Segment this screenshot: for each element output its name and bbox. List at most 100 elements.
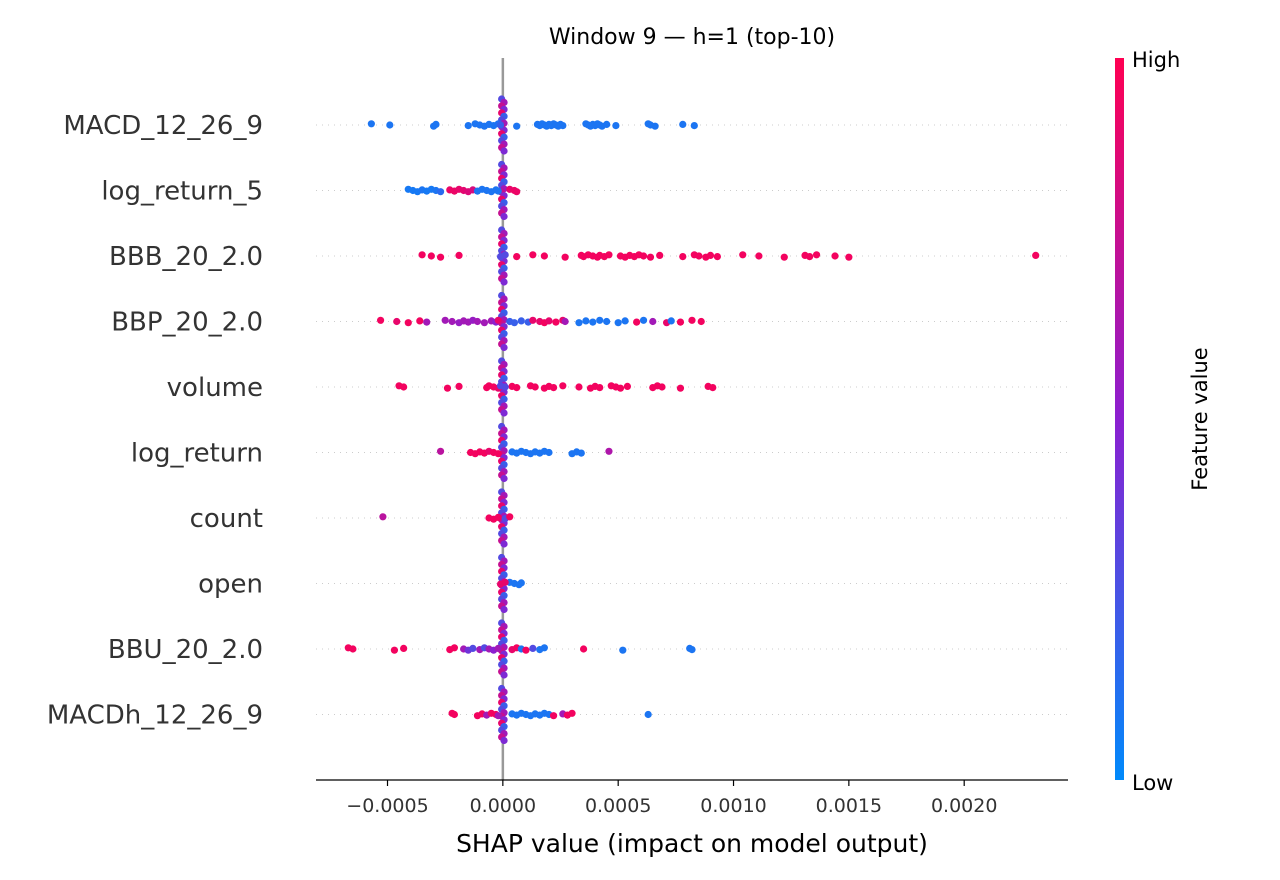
shap-point <box>513 384 521 392</box>
shap-point <box>540 644 548 652</box>
shap-point <box>831 252 839 260</box>
shap-point <box>496 121 505 129</box>
shap-point <box>379 513 387 521</box>
data-points <box>344 95 1040 745</box>
shap-point <box>568 709 576 717</box>
shap-point <box>400 644 408 653</box>
x-tick-label: −0.0005 <box>346 795 428 817</box>
shap-point <box>513 122 521 130</box>
shap-point <box>500 147 508 155</box>
shap-point <box>349 645 357 653</box>
shap-point <box>589 318 597 326</box>
shap-point <box>639 252 648 260</box>
shap-point <box>690 122 698 130</box>
shap-point <box>545 448 553 457</box>
shap-point <box>812 251 821 259</box>
shap-point <box>605 251 613 259</box>
shap-point <box>623 382 632 390</box>
shap-point <box>393 317 401 326</box>
shap-point <box>616 384 625 392</box>
shap-point <box>469 644 477 653</box>
shap-point <box>656 251 664 259</box>
shap-point <box>552 318 560 326</box>
feature-label: BBU_20_2.0 <box>108 635 263 665</box>
shap-point <box>500 671 508 679</box>
shap-point <box>644 710 652 719</box>
shap-point <box>1032 251 1040 259</box>
shap-point <box>494 187 502 195</box>
shap-point <box>501 383 509 391</box>
shap-point <box>501 578 509 586</box>
shap-point <box>427 252 435 260</box>
shap-point <box>688 316 696 324</box>
shap-point <box>500 474 508 483</box>
shap-point <box>500 605 508 614</box>
shap-point <box>501 251 509 259</box>
shap-point <box>510 319 518 327</box>
shap-point <box>549 384 558 392</box>
shap-point <box>605 447 613 455</box>
shap-point <box>367 120 375 128</box>
feature-label: BBB_20_2.0 <box>109 242 263 272</box>
shap-point <box>529 644 537 653</box>
shap-point <box>549 712 558 720</box>
shap-point <box>577 449 585 457</box>
shap-point <box>450 644 459 652</box>
shap-point <box>582 317 590 325</box>
shap-point <box>619 646 627 654</box>
shap-point <box>688 646 696 654</box>
x-tick-label: 0.0010 <box>700 795 766 817</box>
shap-point <box>695 252 703 260</box>
shap-point <box>386 121 394 129</box>
shap-point <box>494 316 502 324</box>
shap-point <box>513 188 521 196</box>
shap-point <box>697 317 705 326</box>
shap-point <box>596 316 604 324</box>
x-axis-title: SHAP value (impact on model output) <box>456 829 928 858</box>
feature-label: MACDh_12_26_9 <box>47 701 263 731</box>
shap-point <box>646 253 655 261</box>
shap-point <box>561 253 569 261</box>
shap-point <box>455 251 463 259</box>
x-tick-label: 0.0020 <box>931 795 997 817</box>
feature-label: open <box>198 570 263 600</box>
shap-point <box>494 712 502 720</box>
feature-label: volume <box>167 373 263 403</box>
shap-point <box>540 252 548 260</box>
shap-point <box>706 251 715 259</box>
shap-point <box>494 513 502 522</box>
shap-point <box>529 316 537 324</box>
x-tick-label: 0.0015 <box>816 795 882 817</box>
x-tick-label: 0.0000 <box>470 795 536 817</box>
shap-point <box>448 317 456 326</box>
shap-point <box>651 122 659 130</box>
shap-point <box>390 646 399 654</box>
feature-label: log_return <box>131 439 263 469</box>
shap-point <box>500 540 508 548</box>
shap-point <box>450 710 459 719</box>
shap-point <box>500 278 508 286</box>
shap-point <box>404 319 412 327</box>
feature-label: BBP_20_2.0 <box>111 308 263 338</box>
shap-point <box>713 253 721 261</box>
shap-point <box>436 447 445 455</box>
shap-point <box>522 646 530 654</box>
shap-point <box>441 316 449 324</box>
shap-point <box>575 383 583 391</box>
shap-point <box>517 317 525 325</box>
shap-point <box>679 253 687 261</box>
feature-label: log_return_5 <box>101 177 263 207</box>
shap-point <box>506 513 514 521</box>
shap-point <box>418 251 426 259</box>
shap-point <box>612 122 620 130</box>
shap-point <box>603 120 611 128</box>
shap-point <box>845 253 853 261</box>
shap-point <box>614 319 622 327</box>
shap-point <box>575 319 583 327</box>
shap-point <box>639 316 648 324</box>
shap-point <box>500 343 508 352</box>
shap-point <box>500 409 508 417</box>
shap-point <box>443 384 452 392</box>
colorbar-title: Feature value <box>1188 347 1212 490</box>
